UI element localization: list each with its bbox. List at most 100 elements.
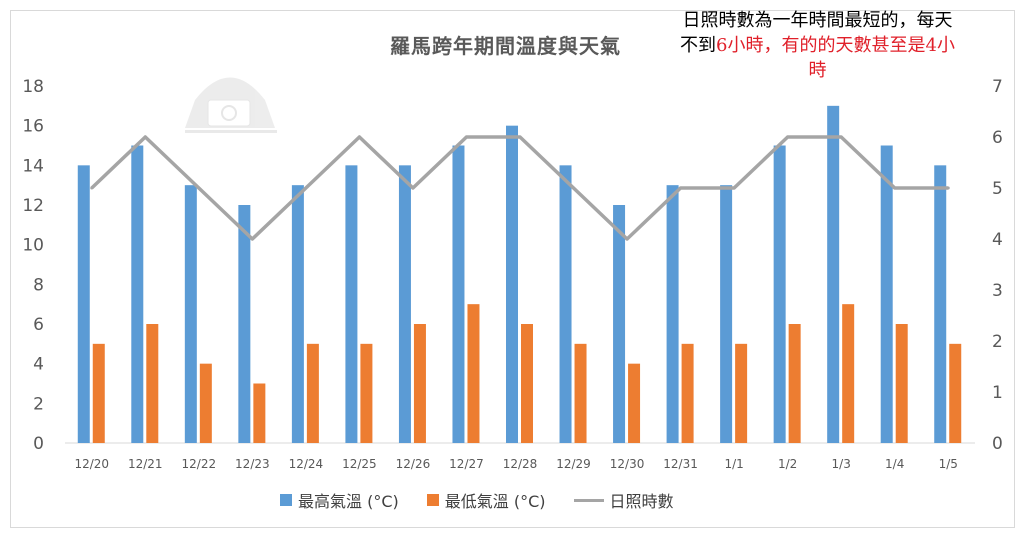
bar-high: [559, 165, 572, 444]
legend-item-sunshine: 日照時數: [573, 488, 674, 512]
y-right-tick-label: 2: [992, 332, 1003, 352]
bar-high: [613, 205, 626, 443]
bar-high: [773, 145, 786, 443]
bar-low: [895, 324, 908, 443]
point-sunshine: [90, 186, 94, 190]
x-tick-label: 12/27: [449, 457, 484, 471]
y-right-tick-label: 4: [992, 230, 1003, 250]
bar-low: [306, 343, 319, 443]
chart-title: 羅馬跨年期間溫度與天氣: [390, 34, 621, 58]
x-tick-label: 12/31: [663, 457, 698, 471]
bar-low: [360, 343, 373, 443]
bar-high: [506, 125, 518, 444]
x-tick-label: 12/20: [74, 457, 109, 471]
bar-high: [452, 145, 465, 443]
x-tick-label: 12/30: [610, 457, 645, 471]
point-sunshine: [304, 186, 308, 190]
chart-frame: [10, 10, 1015, 528]
bar-low: [92, 343, 105, 443]
point-sunshine: [786, 135, 790, 139]
y-left-tick-label: 12: [22, 196, 44, 216]
point-sunshine: [411, 186, 415, 190]
line-sunshine: [90, 135, 949, 241]
bar-low: [253, 383, 266, 443]
y-left-tick-label: 16: [22, 117, 44, 137]
bar-low: [949, 343, 962, 443]
legend: 最高氣溫 (°C) 最低氣溫 (°C) 日照時數: [280, 488, 674, 512]
bar-low: [146, 324, 159, 443]
bar-high: [184, 185, 197, 443]
y-right-tick-label: 5: [992, 179, 1003, 199]
point-sunshine: [250, 237, 254, 241]
bar-high: [77, 165, 90, 444]
y-left-tick-label: 14: [22, 156, 44, 176]
x-tick-label: 12/28: [503, 457, 538, 471]
x-tick-label: 12/22: [182, 457, 217, 471]
bar-low: [628, 363, 641, 443]
point-sunshine: [572, 186, 576, 190]
annotation-black: 日照時數為一年時間最短的，每天不到: [680, 10, 953, 56]
bar-low: [788, 324, 801, 443]
point-sunshine: [464, 135, 468, 139]
y-right-tick-label: 1: [992, 383, 1003, 403]
bar-high: [827, 105, 840, 443]
point-sunshine: [893, 186, 897, 190]
x-tick-label: 1/1: [724, 457, 743, 471]
bar-low: [521, 324, 533, 443]
legend-item-low: 最低氣溫 (°C): [426, 488, 546, 512]
y-left-tick-label: 8: [33, 275, 44, 295]
bar-low: [681, 343, 694, 443]
bar-high: [291, 185, 304, 443]
bar-high: [345, 165, 358, 444]
legend-label: 最低氣溫 (°C): [444, 492, 546, 511]
bar-high: [934, 165, 947, 444]
x-tick-label: 12/24: [289, 457, 324, 471]
x-tick-label: 1/5: [939, 457, 958, 471]
bar-high: [238, 205, 251, 443]
bar-low: [413, 324, 426, 443]
x-tick-label: 12/26: [396, 457, 431, 471]
y-left-tick-label: 18: [22, 77, 44, 97]
y-right-tick-label: 6: [992, 128, 1003, 148]
bar-high: [666, 185, 679, 443]
y-left-tick-label: 4: [33, 355, 44, 375]
x-tick-label: 12/21: [128, 457, 163, 471]
legend-item-high: 最高氣溫 (°C): [280, 488, 399, 512]
bar-low: [467, 304, 480, 443]
x-tick-label: 1/2: [778, 457, 797, 471]
point-sunshine: [625, 237, 629, 241]
legend-swatch: [280, 494, 292, 506]
x-tick-label: 12/23: [235, 457, 270, 471]
y-right-tick-label: 3: [992, 281, 1003, 301]
point-sunshine: [679, 186, 683, 190]
point-sunshine: [946, 186, 950, 190]
point-sunshine: [357, 135, 361, 139]
bar-low: [842, 304, 855, 443]
x-tick-label: 12/29: [556, 457, 591, 471]
bar-low: [199, 363, 212, 443]
annotation-red: 6小時，有的的天數甚至是4小時: [716, 35, 955, 81]
point-sunshine: [839, 135, 843, 139]
y-right-tick-label: 7: [992, 77, 1003, 97]
point-sunshine: [197, 186, 201, 190]
annotation: 日照時數為一年時間最短的，每天不到6小時，有的的天數甚至是4小時: [680, 8, 955, 83]
bar-low: [735, 343, 748, 443]
bar-high: [720, 185, 733, 443]
y-left-tick-label: 2: [33, 394, 44, 414]
legend-label: 最高氣溫 (°C): [298, 492, 399, 511]
watermark-logo: [185, 77, 277, 133]
point-sunshine: [143, 135, 147, 139]
x-tick-label: 1/4: [885, 457, 904, 471]
y-left-tick-label: 10: [22, 236, 44, 256]
x-tick-label: 1/3: [832, 457, 851, 471]
bar-high: [131, 145, 144, 443]
point-sunshine: [732, 186, 736, 190]
legend-swatch: [573, 498, 604, 502]
legend-swatch: [426, 494, 439, 506]
y-left-tick-label: 6: [33, 315, 44, 335]
point-sunshine: [518, 135, 522, 139]
bar-low: [574, 343, 587, 443]
y-left-tick-label: 0: [33, 434, 44, 454]
